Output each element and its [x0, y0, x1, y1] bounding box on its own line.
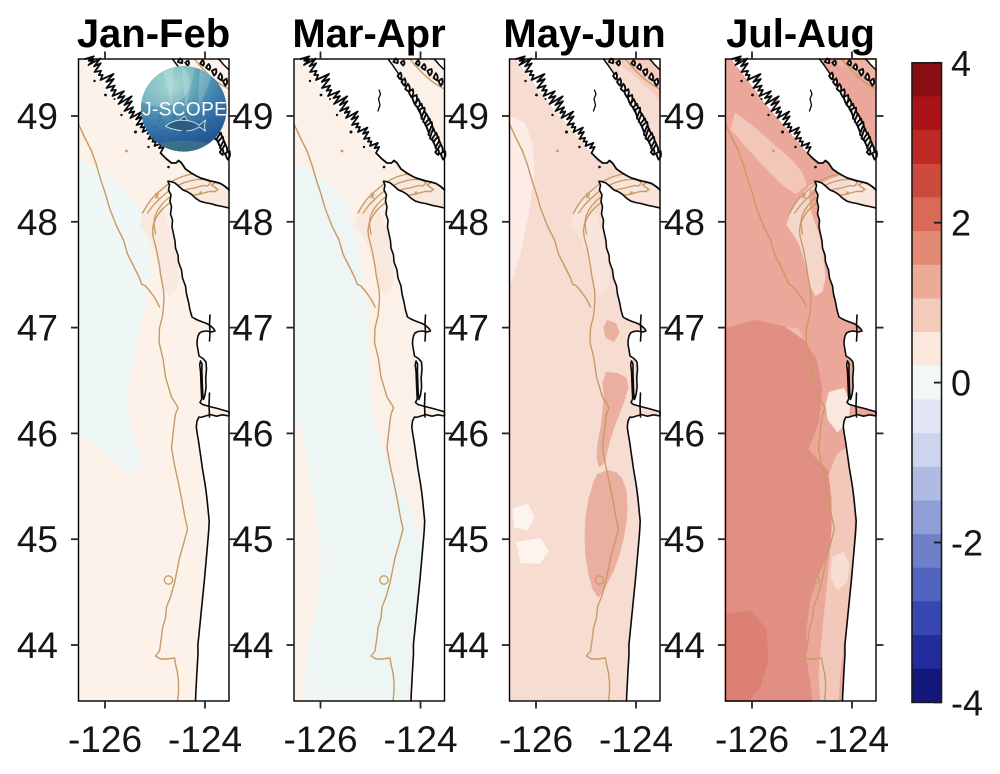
svg-text:44: 44	[17, 625, 58, 666]
svg-text:48: 48	[232, 202, 273, 243]
svg-text:May-Jun: May-Jun	[503, 12, 665, 56]
svg-text:49: 49	[664, 96, 705, 137]
svg-text:48: 48	[664, 202, 705, 243]
svg-text:2: 2	[951, 203, 971, 244]
svg-text:-4: -4	[951, 682, 983, 723]
svg-text:Mar-Apr: Mar-Apr	[292, 12, 445, 56]
svg-text:45: 45	[664, 519, 705, 560]
svg-text:48: 48	[448, 202, 489, 243]
svg-text:47: 47	[232, 308, 273, 349]
svg-text:4: 4	[951, 43, 971, 84]
svg-text:46: 46	[17, 413, 58, 454]
svg-text:49: 49	[232, 96, 273, 137]
svg-text:45: 45	[232, 519, 273, 560]
svg-text:47: 47	[448, 308, 489, 349]
svg-text:-124: -124	[815, 719, 889, 760]
svg-text:Jan-Feb: Jan-Feb	[77, 12, 230, 56]
svg-text:-126: -126	[499, 719, 573, 760]
svg-text:44: 44	[232, 625, 273, 666]
svg-text:45: 45	[17, 519, 58, 560]
svg-text:48: 48	[17, 202, 58, 243]
svg-text:0: 0	[951, 363, 971, 404]
svg-text:44: 44	[664, 625, 705, 666]
svg-text:-124: -124	[168, 719, 242, 760]
svg-text:-126: -126	[68, 719, 142, 760]
svg-text:46: 46	[232, 413, 273, 454]
svg-text:-124: -124	[383, 719, 457, 760]
svg-text:46: 46	[448, 413, 489, 454]
svg-text:44: 44	[448, 625, 489, 666]
svg-text:J-SCOPE: J-SCOPE	[142, 99, 227, 120]
svg-text:-2: -2	[951, 523, 983, 564]
svg-text:47: 47	[17, 308, 58, 349]
svg-text:-124: -124	[599, 719, 673, 760]
svg-text:-126: -126	[283, 719, 357, 760]
svg-text:49: 49	[448, 96, 489, 137]
svg-text:45: 45	[448, 519, 489, 560]
svg-text:-126: -126	[715, 719, 789, 760]
svg-text:49: 49	[17, 96, 58, 137]
svg-text:47: 47	[664, 308, 705, 349]
svg-text:Jul-Aug: Jul-Aug	[726, 12, 875, 56]
svg-text:46: 46	[664, 413, 705, 454]
